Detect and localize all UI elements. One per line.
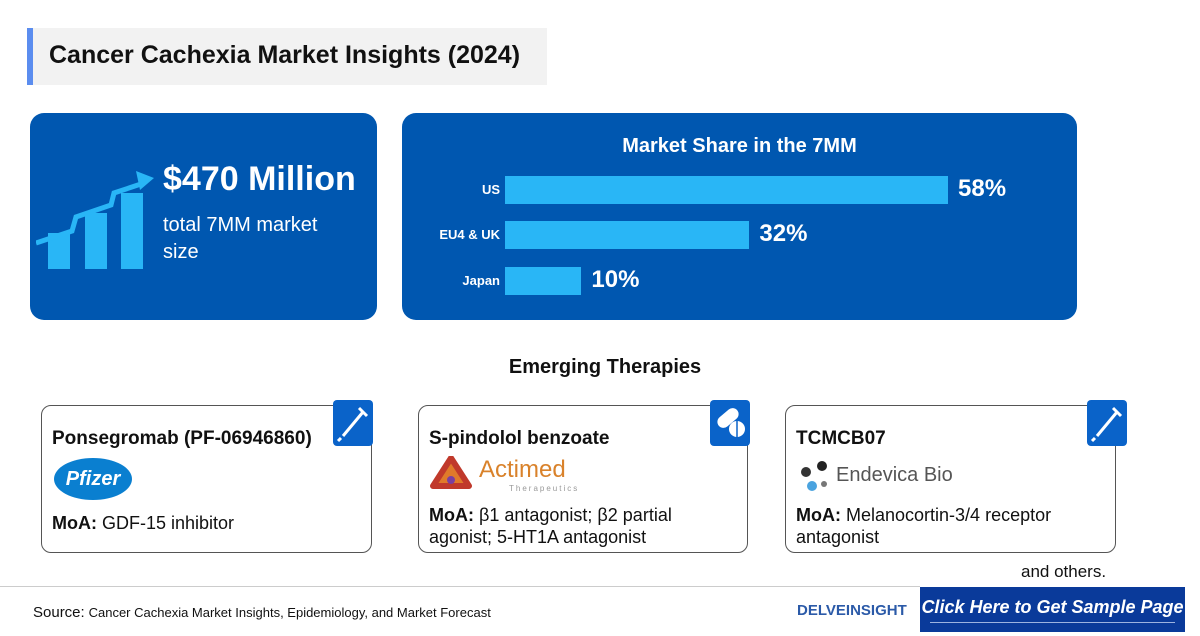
- bar-label: US: [481, 182, 500, 197]
- therapy-card: Ponsegromab (PF-06946860) Pfizer MoA: GD…: [41, 405, 372, 553]
- therapy-name: S-pindolol benzoate: [429, 428, 610, 449]
- pfizer-logo: Pfizer: [54, 458, 132, 500]
- title-box: Cancer Cachexia Market Insights (2024): [27, 28, 547, 85]
- source-text: Source: Cancer Cachexia Market Insights,…: [33, 604, 491, 621]
- actimed-logo-mark: [430, 456, 472, 489]
- market-size-label: total 7MM market size: [163, 214, 318, 263]
- bar-value-label: 58%: [958, 175, 1007, 202]
- page-title: Cancer Cachexia Market Insights (2024): [49, 41, 521, 69]
- bar-label: Japan: [462, 273, 500, 288]
- bar: [505, 267, 582, 295]
- endevica-logo-mark: [801, 461, 827, 491]
- actimed-logo: Actimed: [479, 456, 566, 483]
- therapy-card: S-pindolol benzoate Actimed Therapeutics…: [418, 405, 748, 553]
- bar: [505, 221, 750, 249]
- therapy-moa: MoA: GDF-15 inhibitor: [52, 513, 235, 533]
- therapy-moa: MoA: Melanocortin-3/4 receptor antagonis…: [796, 505, 1052, 547]
- and-others-text: and others.: [1021, 562, 1107, 581]
- pills-icon: [710, 400, 750, 446]
- therapy-name: Ponsegromab (PF-06946860): [52, 428, 312, 449]
- therapy-name: TCMCB07: [796, 428, 886, 449]
- market-share-card: Market Share in the 7MM US 58% EU4 & UK 32%…: [402, 113, 1077, 320]
- syringe-icon: [333, 400, 373, 446]
- therapy-card: TCMCB07 Endevica Bio MoA: Melanocortin-3…: [785, 405, 1116, 553]
- bar-value-label: 10%: [591, 266, 640, 293]
- bar-value-label: 32%: [759, 220, 808, 247]
- chart-title: Market Share in the 7MM: [622, 135, 857, 157]
- therapy-moa: MoA: β1 antagonist; β2 partial agonist; …: [429, 505, 672, 547]
- bar-label: EU4 & UK: [439, 227, 500, 242]
- divider: [0, 586, 920, 587]
- growth-chart-icon: [36, 171, 154, 269]
- market-size-card: [30, 113, 377, 320]
- get-sample-page-button[interactable]: Click Here to Get Sample Page: [920, 587, 1185, 632]
- syringe-icon: [1087, 400, 1127, 446]
- market-size-value: $470 Million: [163, 160, 356, 198]
- emerging-heading: Emerging Therapies: [508, 356, 702, 378]
- bar: [505, 176, 948, 204]
- delveinsight-logo: DELVEINSIGHT: [797, 602, 907, 619]
- endevica-logo: Endevica Bio: [836, 464, 953, 486]
